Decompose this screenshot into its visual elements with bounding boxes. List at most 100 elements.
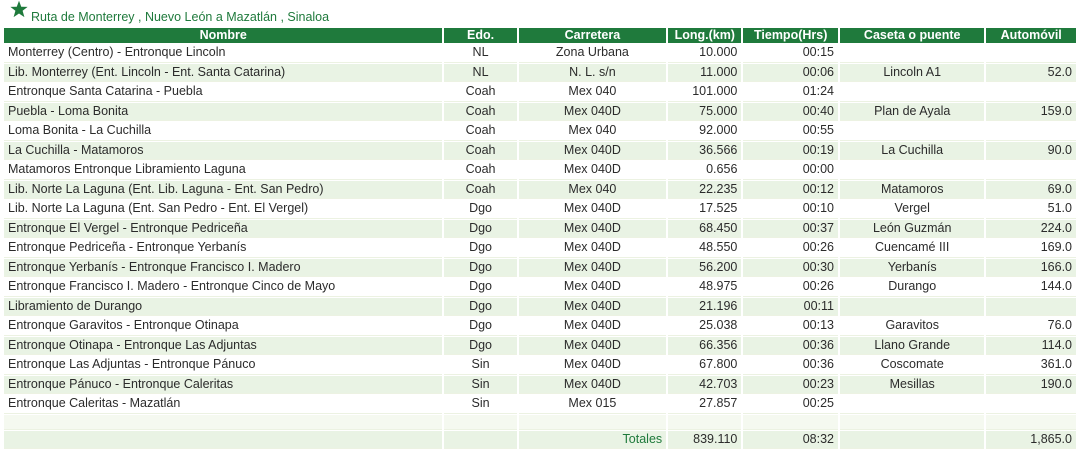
- cell-longitud: 17.525: [668, 200, 742, 219]
- table-row: Libramiento de Durango Dgo Mex 040D 21.196 0…: [4, 297, 1076, 316]
- cell-nombre: Entronque Garavitos - Entronque Otinapa: [4, 317, 443, 336]
- cell-edo: Coah: [444, 83, 517, 102]
- cell-tiempo: 00:23: [743, 375, 838, 394]
- cell-carretera: Mex 040D: [518, 200, 667, 219]
- cell-longitud: 75.000: [668, 102, 742, 121]
- cell-carretera: Mex 040D: [518, 102, 667, 121]
- route-title: Ruta de Monterrey , Nuevo León a Mazatlá…: [31, 10, 330, 24]
- cell-longitud: 22.235: [668, 180, 742, 199]
- cell-automovil: 90.0: [986, 141, 1076, 160]
- cell-longitud: 66.356: [668, 336, 742, 355]
- blank-row: [4, 414, 1076, 430]
- total-longitud: 839.110: [668, 430, 742, 449]
- table-row: Entronque Pánuco - Entronque Caleritas Si…: [4, 375, 1076, 394]
- cell-carretera: Mex 040D: [518, 141, 667, 160]
- cell-caseta: [839, 122, 985, 141]
- cell-automovil: 52.0: [986, 63, 1076, 82]
- cell-carretera: Mex 015: [518, 395, 667, 414]
- cell-nombre: Lib. Monterrey (Ent. Lincoln - Ent. Sant…: [4, 63, 443, 82]
- cell-carretera: N. L. s/n: [518, 63, 667, 82]
- table-row: Monterrey (Centro) - Entronque Lincoln NL…: [4, 44, 1076, 63]
- cell-tiempo: 00:11: [743, 297, 838, 316]
- cell-caseta: Vergel: [839, 200, 985, 219]
- cell-tiempo: 00:55: [743, 122, 838, 141]
- cell-carretera: Mex 040: [518, 180, 667, 199]
- cell-caseta: La Cuchilla: [839, 141, 985, 160]
- col-header-longitud: Long.(km): [668, 28, 742, 43]
- cell-edo: NL: [444, 44, 517, 63]
- cell-tiempo: 00:13: [743, 317, 838, 336]
- table-row: Loma Bonita - La Cuchilla Coah Mex 040 92.0…: [4, 122, 1076, 141]
- cell-longitud: 27.857: [668, 395, 742, 414]
- cell-tiempo: 00:25: [743, 395, 838, 414]
- col-header-nombre: Nombre: [4, 28, 443, 43]
- cell-carretera: Mex 040D: [518, 356, 667, 375]
- cell-nombre: Entronque Pedriceña - Entronque Yerbanís: [4, 239, 443, 258]
- table-row: Lib. Monterrey (Ent. Lincoln - Ent. Sant…: [4, 63, 1076, 82]
- cell-longitud: 68.450: [668, 219, 742, 238]
- cell-nombre: La Cuchilla - Matamoros: [4, 141, 443, 160]
- totals-spacer: [839, 430, 985, 449]
- cell-automovil: 69.0: [986, 180, 1076, 199]
- cell-automovil: [986, 161, 1076, 180]
- route-header: Ruta de Monterrey , Nuevo León a Mazatlá…: [0, 0, 1080, 27]
- cell-caseta: Llano Grande: [839, 336, 985, 355]
- table-row: Matamoros Entronque Libramiento Laguna Co…: [4, 161, 1076, 180]
- cell-automovil: 144.0: [986, 278, 1076, 297]
- totals-spacer: [4, 430, 443, 449]
- cell-tiempo: 00:26: [743, 278, 838, 297]
- table-row: Entronque Francisco I. Madero - Entronqu…: [4, 278, 1076, 297]
- cell-caseta: [839, 395, 985, 414]
- cell-longitud: 25.038: [668, 317, 742, 336]
- table-row: Entronque Las Adjuntas - Entronque Pánuc…: [4, 356, 1076, 375]
- cell-edo: Coah: [444, 102, 517, 121]
- cell-tiempo: 00:40: [743, 102, 838, 121]
- totals-label: Totales: [518, 430, 667, 449]
- cell-edo: NL: [444, 63, 517, 82]
- cell-tiempo: 00:37: [743, 219, 838, 238]
- cell-longitud: 92.000: [668, 122, 742, 141]
- cell-tiempo: 00:10: [743, 200, 838, 219]
- cell-edo: Dgo: [444, 219, 517, 238]
- cell-edo: Dgo: [444, 317, 517, 336]
- cell-nombre: Entronque Las Adjuntas - Entronque Pánuc…: [4, 356, 443, 375]
- cell-nombre: Entronque Otinapa - Entronque Las Adjunt…: [4, 336, 443, 355]
- table-row: Lib. Norte La Laguna (Ent. San Pedro - E…: [4, 200, 1076, 219]
- cell-caseta: [839, 297, 985, 316]
- cell-tiempo: 00:26: [743, 239, 838, 258]
- cell-nombre: Entronque El Vergel - Entronque Pedriceñ…: [4, 219, 443, 238]
- table-row: Entronque El Vergel - Entronque Pedriceñ…: [4, 219, 1076, 238]
- cell-caseta: León Guzmán: [839, 219, 985, 238]
- cell-caseta: Mesillas: [839, 375, 985, 394]
- cell-longitud: 0.656: [668, 161, 742, 180]
- cell-automovil: 361.0: [986, 356, 1076, 375]
- cell-edo: Dgo: [444, 200, 517, 219]
- cell-tiempo: 00:36: [743, 336, 838, 355]
- cell-caseta: Yerbanís: [839, 258, 985, 277]
- cell-automovil: 224.0: [986, 219, 1076, 238]
- cell-longitud: 10.000: [668, 44, 742, 63]
- cell-carretera: Mex 040D: [518, 297, 667, 316]
- cell-automovil: 159.0: [986, 102, 1076, 121]
- col-header-carretera: Carretera: [518, 28, 667, 43]
- cell-carretera: Mex 040D: [518, 375, 667, 394]
- table-row: Entronque Pedriceña - Entronque Yerbanís…: [4, 239, 1076, 258]
- cell-edo: Coah: [444, 161, 517, 180]
- cell-carretera: Mex 040: [518, 83, 667, 102]
- cell-automovil: [986, 395, 1076, 414]
- cell-nombre: Entronque Yerbanís - Entronque Francisco…: [4, 258, 443, 277]
- col-header-caseta: Caseta o puente: [839, 28, 985, 43]
- cell-nombre: Entronque Pánuco - Entronque Caleritas: [4, 375, 443, 394]
- cell-tiempo: 00:06: [743, 63, 838, 82]
- table-row: Entronque Caleritas - Mazatlán Sin Mex 015…: [4, 395, 1076, 414]
- cell-nombre: Loma Bonita - La Cuchilla: [4, 122, 443, 141]
- total-automovil: 1,865.0: [986, 430, 1076, 449]
- cell-caseta: Durango: [839, 278, 985, 297]
- table-row: Puebla - Loma Bonita Coah Mex 040D 75.000 00…: [4, 102, 1076, 121]
- cell-carretera: Mex 040D: [518, 161, 667, 180]
- cell-edo: Dgo: [444, 297, 517, 316]
- cell-edo: Coah: [444, 122, 517, 141]
- cell-longitud: 11.000: [668, 63, 742, 82]
- cell-nombre: Entronque Caleritas - Mazatlán: [4, 395, 443, 414]
- cell-carretera: Mex 040D: [518, 317, 667, 336]
